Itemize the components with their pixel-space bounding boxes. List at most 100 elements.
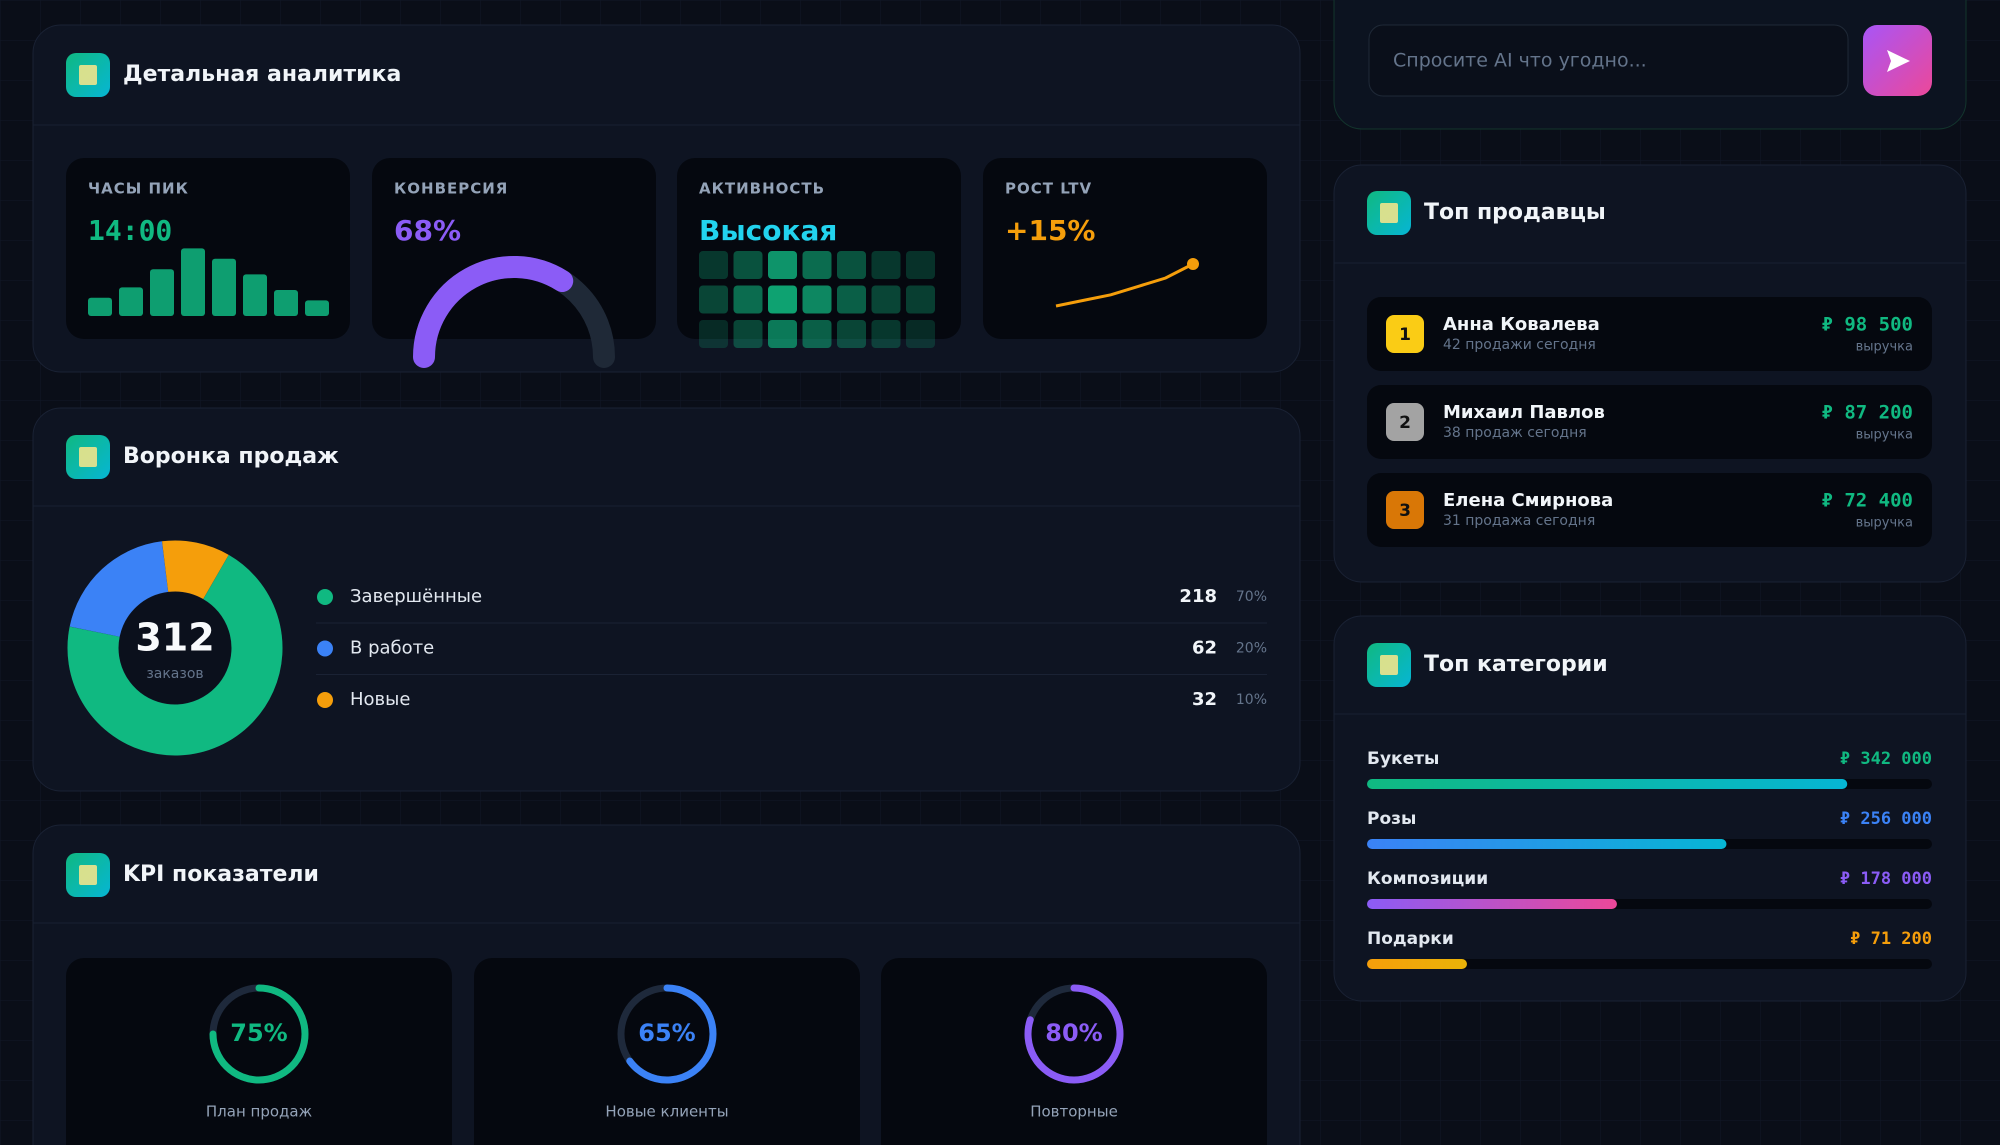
- seller-name: Михаил Павлов: [1443, 402, 1605, 423]
- tile-label: РОСТ LTV: [1005, 180, 1092, 198]
- heat-cell: [906, 320, 935, 348]
- ltv-dot: [1187, 258, 1199, 270]
- category-name: Букеты: [1367, 749, 1439, 769]
- heat-cell: [733, 251, 763, 279]
- heat-cell: [871, 320, 901, 348]
- heat-cell: [802, 285, 832, 314]
- revenue-caption: выручка: [1856, 428, 1913, 443]
- heat-cell: [733, 320, 763, 348]
- category-bar: [1367, 839, 1727, 849]
- card-title: Топ продавцы: [1424, 200, 1606, 225]
- category-value: ₽ 178 000: [1840, 869, 1932, 889]
- segment-share: 20%: [1236, 641, 1267, 657]
- tile-value: 14:00: [88, 214, 172, 247]
- category-bar: [1367, 899, 1617, 909]
- kpi-ring: [209, 984, 309, 1084]
- peak-bar: [88, 297, 112, 316]
- legend-dot: [317, 692, 333, 708]
- seller-sub: 38 продаж сегодня: [1443, 425, 1587, 441]
- kpi-label: Повторные: [1030, 1103, 1118, 1121]
- seller-row: [1367, 297, 1932, 371]
- rank: 1: [1399, 325, 1411, 345]
- gauge-fill: [413, 256, 574, 368]
- heat-cell: [906, 285, 935, 314]
- legend-dot: [317, 640, 333, 657]
- tile-value: Высокая: [699, 214, 837, 247]
- category-name: Композиции: [1367, 869, 1488, 889]
- ai-placeholder: Спросите AI что угодно...: [1393, 50, 1647, 72]
- heat-cell: [871, 285, 901, 314]
- donut-segment: [67, 554, 283, 756]
- heat-cell: [837, 285, 866, 314]
- heat-cell: [837, 251, 866, 279]
- donut-segment: [162, 540, 229, 600]
- peak-bar: [274, 290, 298, 316]
- tile-value: 68%: [394, 214, 461, 247]
- heat-cell: [802, 251, 832, 279]
- revenue-caption: выручка: [1856, 516, 1913, 531]
- card-title: Топ категории: [1424, 652, 1608, 677]
- segment-value: 32: [1192, 689, 1217, 710]
- seller-name: Анна Ковалева: [1443, 314, 1600, 335]
- legend-dot: [317, 589, 333, 605]
- category-value: ₽ 342 000: [1840, 749, 1932, 769]
- donut-hole: [119, 592, 231, 704]
- funnel-card: [32, 407, 1301, 792]
- header-icon-glyph: [79, 865, 97, 885]
- ai-input[interactable]: [1368, 24, 1849, 97]
- segment-value: 218: [1179, 586, 1217, 607]
- peak-bar: [243, 274, 267, 316]
- tile: [474, 958, 860, 1145]
- kpi-value: 75%: [230, 1019, 287, 1047]
- header-icon-glyph: [1380, 655, 1398, 675]
- heat-cell: [802, 320, 832, 348]
- peak-bar: [181, 248, 205, 316]
- card-title: KPI показатели: [123, 862, 319, 887]
- card-title: Детальная аналитика: [123, 62, 401, 87]
- revenue-caption: выручка: [1856, 340, 1913, 355]
- ltv-line: [1055, 262, 1194, 308]
- donut-segment: [69, 541, 170, 638]
- rank: 3: [1399, 501, 1411, 521]
- category-value: ₽ 256 000: [1840, 809, 1932, 829]
- heat-cell: [699, 251, 728, 279]
- peak-bar: [212, 258, 236, 316]
- seller-sub: 42 продажи сегодня: [1443, 337, 1596, 353]
- card-title: Воронка продаж: [123, 444, 339, 469]
- tile-label: ЧАСЫ ПИК: [88, 180, 189, 198]
- rank: 2: [1399, 413, 1411, 433]
- kpi-value: 80%: [1045, 1019, 1102, 1047]
- seller-sub: 31 продажа сегодня: [1443, 513, 1595, 529]
- donut-total: 312: [135, 616, 214, 660]
- segment-share: 10%: [1236, 692, 1267, 708]
- header-icon-glyph: [79, 447, 97, 467]
- heat-cell: [699, 320, 728, 348]
- category-bar: [1367, 959, 1467, 969]
- category-name: Розы: [1367, 809, 1416, 829]
- tile: [881, 958, 1267, 1145]
- seller-revenue: ₽ 87 200: [1821, 402, 1913, 424]
- header-icon-glyph: [79, 65, 97, 85]
- tile-label: АКТИВНОСТЬ: [699, 180, 825, 198]
- tile: [66, 958, 452, 1145]
- tile-label: КОНВЕРСИЯ: [394, 180, 508, 198]
- seller-row: [1367, 473, 1932, 547]
- legend-name: В работе: [350, 638, 434, 659]
- heat-cell: [768, 251, 797, 279]
- peak-bar: [150, 269, 174, 316]
- donut-caption: заказов: [146, 666, 203, 682]
- rank-badge: [1386, 315, 1424, 353]
- heat-cell: [733, 285, 763, 314]
- send-icon: [1887, 50, 1910, 72]
- seller-revenue: ₽ 98 500: [1821, 314, 1913, 336]
- legend-name: Завершённые: [350, 586, 482, 607]
- heat-cell: [906, 251, 935, 279]
- segment-share: 70%: [1236, 589, 1267, 605]
- peak-bar: [305, 300, 329, 316]
- seller-row: [1367, 385, 1932, 459]
- tile: [983, 158, 1267, 339]
- heat-cell: [871, 251, 901, 279]
- heat-cell: [768, 320, 797, 348]
